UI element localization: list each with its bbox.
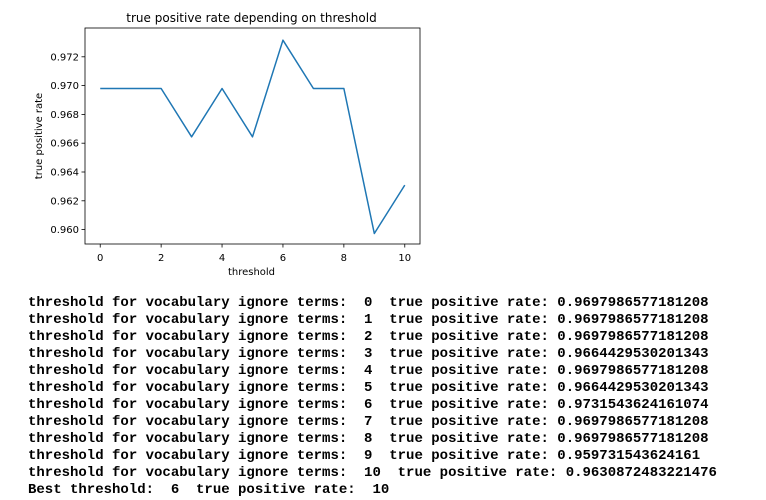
output-line: threshold for vocabulary ignore terms: 1… [28,312,709,328]
y-axis-ticks: 0.960 0.962 0.964 0.966 0.968 0.970 0.972 [50,52,85,236]
x-tick-label: 4 [219,253,225,264]
output-line: threshold for vocabulary ignore terms: 6… [28,397,709,413]
output-line: Best threshold: 6 true positive rate: 10 [28,482,390,498]
y-axis-label: true positive rate [34,93,45,179]
chart-title: true positive rate depending on threshol… [126,11,376,25]
output-line: threshold for vocabulary ignore terms: 5… [28,380,709,396]
plot-frame [84,27,421,245]
output-line: threshold for vocabulary ignore terms: 7… [28,414,709,430]
x-tick-label: 0 [97,253,103,264]
x-axis-label: threshold [228,267,275,278]
y-tick-label: 0.968 [50,110,79,121]
y-tick-label: 0.970 [50,81,79,92]
y-tick-label: 0.964 [50,168,79,179]
x-tick-label: 10 [398,253,411,264]
x-tick-label: 8 [341,253,347,264]
y-tick-label: 0.960 [50,225,79,236]
output-line: threshold for vocabulary ignore terms: 3… [28,346,709,362]
output-line: threshold for vocabulary ignore terms: 0… [28,295,709,311]
y-tick-label: 0.966 [50,139,79,150]
output-line: threshold for vocabulary ignore terms: 8… [28,431,709,447]
line-chart: true positive rate depending on threshol… [34,11,421,278]
series-line [100,39,406,235]
output-line: threshold for vocabulary ignore terms: 2… [28,329,709,345]
x-tick-label: 6 [280,253,286,264]
console-output: threshold for vocabulary ignore terms: 0… [28,295,717,499]
y-tick-label: 0.962 [50,196,79,207]
output-line: threshold for vocabulary ignore terms: 4… [28,363,709,379]
x-axis-ticks: 0 2 4 6 8 10 [97,244,411,264]
y-tick-label: 0.972 [50,52,79,63]
x-tick-label: 2 [158,253,164,264]
output-line: threshold for vocabulary ignore terms: 9… [28,448,701,464]
output-line: threshold for vocabulary ignore terms: 1… [28,465,717,481]
